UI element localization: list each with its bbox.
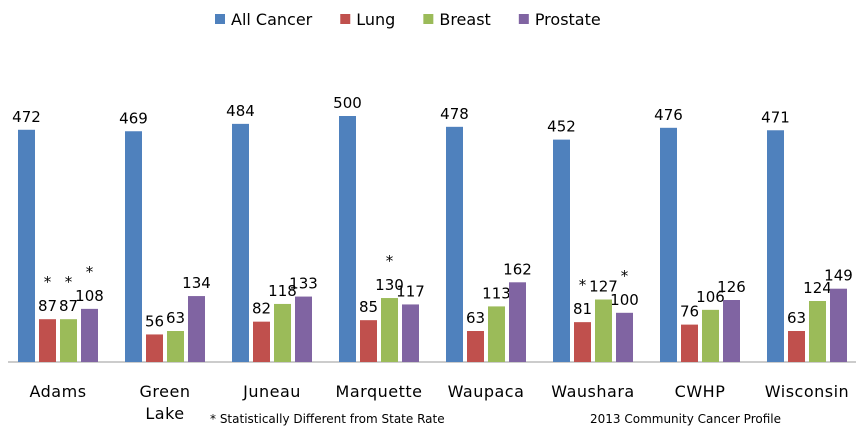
bar [788, 331, 805, 362]
x-tick-label: Waupaca [447, 382, 525, 401]
bar [723, 300, 740, 362]
value-label: 63 [466, 309, 485, 327]
value-label: 63 [166, 309, 185, 327]
flag: * [386, 252, 394, 270]
bar [295, 296, 312, 362]
value-label: 76 [680, 303, 699, 321]
legend-swatch [215, 14, 225, 24]
bar [381, 298, 398, 362]
bar [402, 304, 419, 362]
x-tick-label: Marquette [335, 382, 423, 401]
value-label: 127 [589, 278, 618, 296]
value-label: 85 [359, 298, 378, 316]
bar [167, 331, 184, 362]
value-label: 478 [440, 105, 469, 123]
value-label: 134 [182, 274, 211, 292]
value-label: 149 [824, 267, 853, 285]
value-label: 484 [226, 102, 255, 120]
value-label: 126 [717, 278, 746, 296]
bar [660, 127, 677, 362]
value-label: 87 [38, 297, 57, 315]
bar [339, 116, 356, 362]
x-tick-label: CWHP [674, 382, 726, 401]
bar [146, 334, 163, 362]
bar [681, 324, 698, 362]
legend-swatch [423, 14, 434, 24]
value-label: 106 [696, 288, 725, 306]
value-label: 162 [503, 260, 532, 278]
value-label: 124 [803, 279, 832, 297]
legend-label: Prostate [535, 10, 601, 29]
flag: * [65, 273, 73, 291]
bar [125, 131, 142, 362]
bar [702, 309, 719, 362]
x-tick-label: Green Lake [139, 382, 191, 423]
value-label: 471 [761, 108, 790, 126]
bar [81, 308, 98, 362]
x-tick-label: Waushara [551, 382, 635, 401]
bar [574, 322, 591, 362]
bar [188, 296, 205, 362]
legend-swatch [518, 14, 529, 24]
flag: * [86, 263, 94, 281]
bar [509, 282, 526, 362]
value-label: 87 [59, 297, 78, 315]
legend-label: All Cancer [231, 10, 313, 29]
bar [767, 130, 784, 362]
x-tick-label: Adams [29, 382, 87, 401]
bar [467, 331, 484, 362]
bar [232, 123, 249, 362]
bar [809, 300, 826, 362]
value-label: 63 [787, 309, 806, 327]
value-label: 100 [610, 291, 639, 309]
legend-label: Lung [356, 10, 395, 29]
flag: * [44, 273, 52, 291]
source: 2013 Community Cancer Profile [590, 412, 781, 426]
bar [616, 312, 633, 362]
value-label: 108 [75, 287, 104, 305]
bar [60, 319, 77, 362]
value-label: 130 [375, 276, 404, 294]
value-label: 56 [145, 312, 164, 330]
flag: * [579, 276, 587, 294]
bar [595, 299, 612, 362]
bar [830, 288, 847, 362]
bar [446, 126, 463, 362]
bar [39, 319, 56, 362]
value-label: 476 [654, 106, 683, 124]
bar [274, 303, 291, 362]
bar [18, 129, 35, 362]
value-label: 113 [482, 284, 511, 302]
legend-swatch [340, 14, 351, 24]
x-tick-label: Juneau [243, 382, 301, 401]
bar [553, 139, 570, 362]
value-label: 452 [547, 118, 576, 136]
value-label: 117 [396, 282, 425, 300]
flag: * [621, 267, 629, 285]
value-label: 472 [12, 108, 41, 126]
bar [488, 306, 505, 362]
value-label: 81 [573, 300, 592, 318]
value-label: 500 [333, 94, 362, 112]
footnote: * Statistically Different from State Rat… [210, 412, 445, 426]
legend-label: Breast [439, 10, 490, 29]
x-tick-label: Wisconsin [764, 382, 850, 401]
value-label: 118 [268, 282, 297, 300]
value-label: 82 [252, 300, 271, 318]
value-label: 469 [119, 109, 148, 127]
bar [253, 321, 270, 362]
value-label: 133 [289, 275, 318, 293]
bar [360, 320, 377, 362]
